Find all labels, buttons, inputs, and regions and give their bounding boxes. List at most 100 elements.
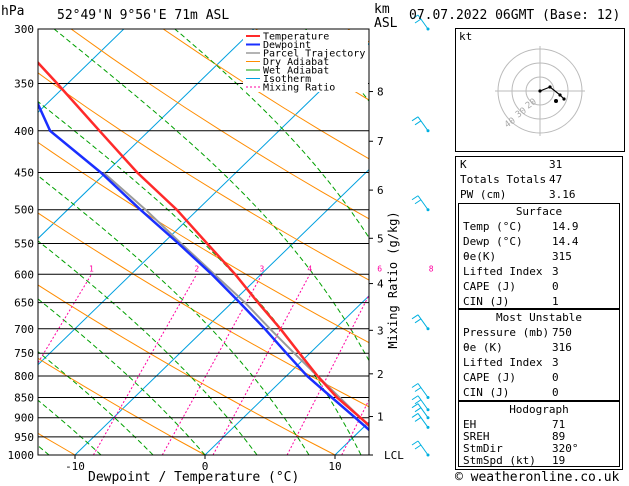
copyright: © weatheronline.co.uk [455,470,620,485]
km-label: km [374,2,390,17]
most-unstable-section: Most Unstable Pressure (mb) 750 θe (K) 316… [458,309,620,401]
wind-barb-flag [414,387,422,392]
wind-barb-dot [426,27,430,31]
wind-barb-shaft [417,413,429,428]
mu-row: Pressure (mb) 750 [463,326,572,339]
height-tick-label: 3 [377,324,384,337]
wind-barb-flag [411,195,419,201]
wind-barb-dot [426,208,430,212]
height-tick-label: 8 [377,86,384,99]
pressure-tick-label: 400 [14,125,34,138]
isotherm-line [38,29,125,113]
isotherm-line [38,29,255,240]
mu-row: CAPE (J) 0 [463,371,559,384]
wind-barb-shaft [417,314,429,330]
hodograph-ring-label: 40 [503,116,518,130]
wind-barb-shaft [417,440,429,456]
wet-adiabat-line [174,29,369,239]
dewpoint-line [38,101,369,432]
asl-label: ASL [374,16,398,31]
hodograph-unit-label: kt [459,30,473,43]
hodograph-title: Hodograph [509,403,569,416]
isotherm-line [38,42,369,366]
wind-barb-flag [411,403,419,409]
dry-adiabat-line [162,29,369,160]
pressure-tick-label: 550 [14,237,34,250]
temperature-line [38,60,369,427]
height-tick-label: 4 [377,278,384,291]
profiles [38,60,369,432]
pressure-tick-label: 950 [14,431,34,444]
hodo-row: StmDir 320° [463,442,579,455]
most-unstable-title: Most Unstable [495,311,583,324]
mixing-ratio-label: 8 [429,264,434,273]
wind-barb-flag [411,440,419,446]
mu-row: CIN (J) 0 [463,386,559,399]
wind-barb-shaft [417,403,429,419]
mixing-ratio-lines [38,274,369,455]
wind-barb-shaft [417,14,429,30]
pressure-tick-label: 750 [14,347,34,360]
surface-section: Surface Temp (°C) 14.9 Dewp (°C) 14.4 θe(K… [458,203,620,309]
mu-row: Lifted Index 3 [463,356,559,369]
wind-barb-flag [414,407,422,413]
hodo-row: SREH 89 [463,430,566,443]
mixing-ratio-axis-label: Mixing Ratio (g/kg) [386,211,400,348]
mixing-ratio-label: 6 [377,264,382,273]
wind-barb-dot [426,453,430,457]
surface-row: Lifted Index 3 [463,265,559,278]
legend-label: Temperature [263,32,329,43]
location-title: 52°49'N 9°56'E 71m ASL [57,8,230,23]
isotherm-lines [38,29,369,455]
pressure-tick-label: 850 [14,391,34,404]
mixing-ratio-label: 2 [194,264,199,273]
height-tick-label: 2 [377,368,384,381]
wind-barb-flag [414,318,422,324]
pressure-tick-label: 900 [14,412,34,425]
wet-adiabat-line [38,399,102,455]
hpa-label: hPa [1,4,25,19]
pressure-tick-label: 350 [14,78,34,91]
height-tick-label: 1 [377,411,384,424]
wind-barb-shaft [417,195,429,211]
mixing-ratio-line [341,398,369,455]
hodograph-point [548,85,552,89]
wet-adiabat-line [38,240,258,455]
mixing-ratio-line [286,294,369,455]
temperature-tick-label: 10 [328,460,341,473]
wet-adiabat-line [38,101,362,455]
wind-barb-shaft [417,116,429,132]
pressure-tick-label: 500 [14,204,34,217]
wind-barb-flag [414,399,422,405]
pressure-tick-label: 300 [14,23,34,36]
isotherm-line [74,168,369,455]
wind-barb-dot [426,425,430,429]
legend-label: Isotherm [263,74,311,85]
hodograph-section: Hodograph EH 71 SREH 89 StmDir 320° StmSpd … [458,401,620,467]
temperature-tick-label: 0 [202,460,209,473]
pressure-tick-label: 700 [14,323,34,336]
legend-label: Dewpoint [263,40,311,51]
index-row: K 31 [460,158,563,171]
surface-row: CAPE (J) 0 [463,280,559,293]
legend-label: Mixing Ratio [263,83,335,94]
wind-barb-dot [426,395,430,399]
wind-barb-flag [414,199,422,205]
hodograph-trace [539,86,565,100]
wind-barb-dot [426,129,430,133]
surface-row: Dewp (°C) 14.4 [463,235,579,248]
mixing-ratio-line [161,274,263,455]
indices-panel: K 31 Totals Totals 47 PW (cm) 3.16 Surface … [455,156,623,470]
isotherm-line [204,295,369,455]
datetime-title: 07.07.2022 06GMT (Base: 12) [409,8,621,23]
wind-barb-flag [411,14,419,20]
wind-barb-flag [411,314,419,320]
x-axis-label: Dewpoint / Temperature (°C) [88,470,300,485]
wet-adiabat-line [53,29,369,362]
wind-barb-dot [426,408,430,412]
mixing-ratio-line [92,274,198,455]
height-tick-label: 6 [377,184,384,197]
